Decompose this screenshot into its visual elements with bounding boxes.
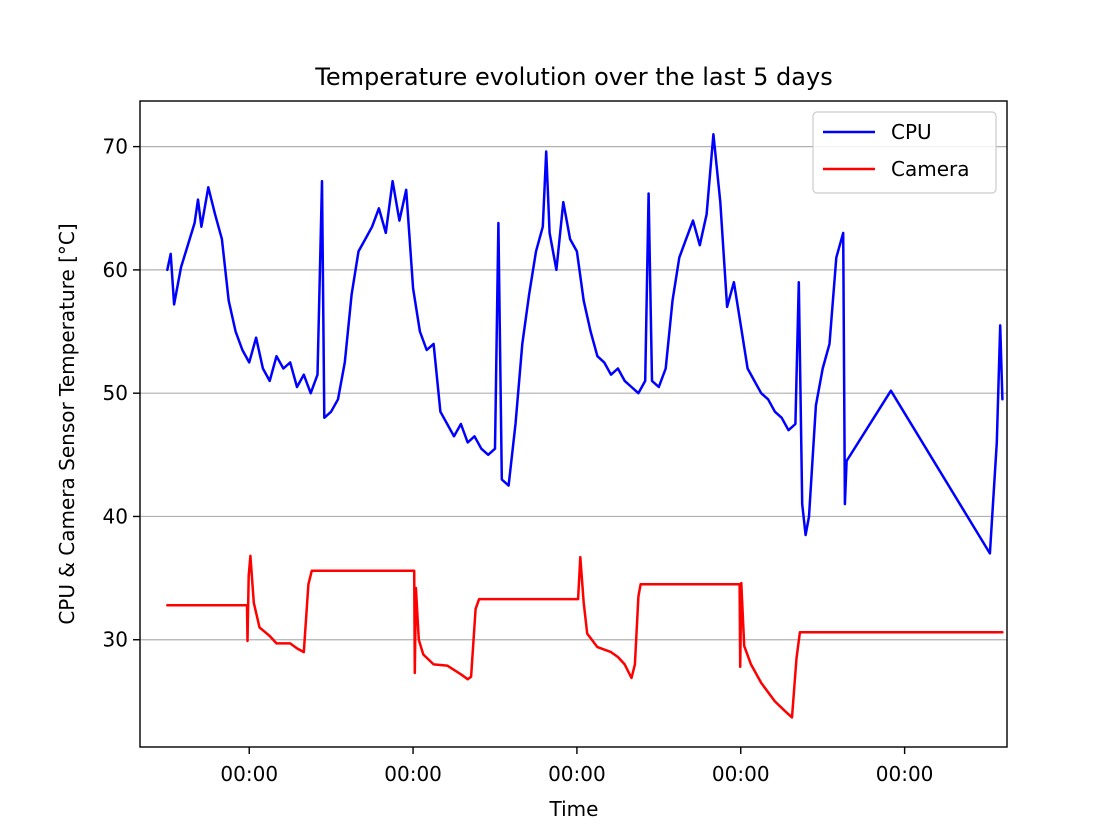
y-tick-label: 30 [103, 628, 128, 652]
y-tick-label: 60 [103, 258, 128, 282]
x-axis-label: Time [549, 797, 599, 821]
x-tick-label: 00:00 [712, 762, 770, 786]
y-tick-label: 70 [103, 135, 128, 159]
y-axis-label: CPU & Camera Sensor Temperature [°C] [55, 223, 79, 624]
y-tick-label: 40 [103, 504, 128, 528]
x-tick-label: 00:00 [220, 762, 278, 786]
grid-lines [140, 146, 1007, 641]
x-tick-label: 00:00 [876, 762, 934, 786]
legend-label-camera: Camera [891, 157, 970, 181]
series-lines [166, 133, 1004, 719]
series-line-camera [166, 554, 1004, 719]
x-axis-ticks: 00:00 00:00 00:00 00:00 00:00 [220, 747, 933, 786]
series-line-cpu [166, 133, 1004, 555]
chart-title: Temperature evolution over the last 5 da… [314, 63, 832, 91]
legend-label-cpu: CPU [891, 120, 932, 144]
y-tick-label: 50 [103, 381, 128, 405]
y-axis-ticks: 30 40 50 60 70 [103, 135, 140, 652]
plot-frame [139, 100, 1008, 748]
x-tick-label: 00:00 [548, 762, 606, 786]
x-tick-label: 00:00 [384, 762, 442, 786]
legend: CPU Camera [812, 111, 997, 194]
